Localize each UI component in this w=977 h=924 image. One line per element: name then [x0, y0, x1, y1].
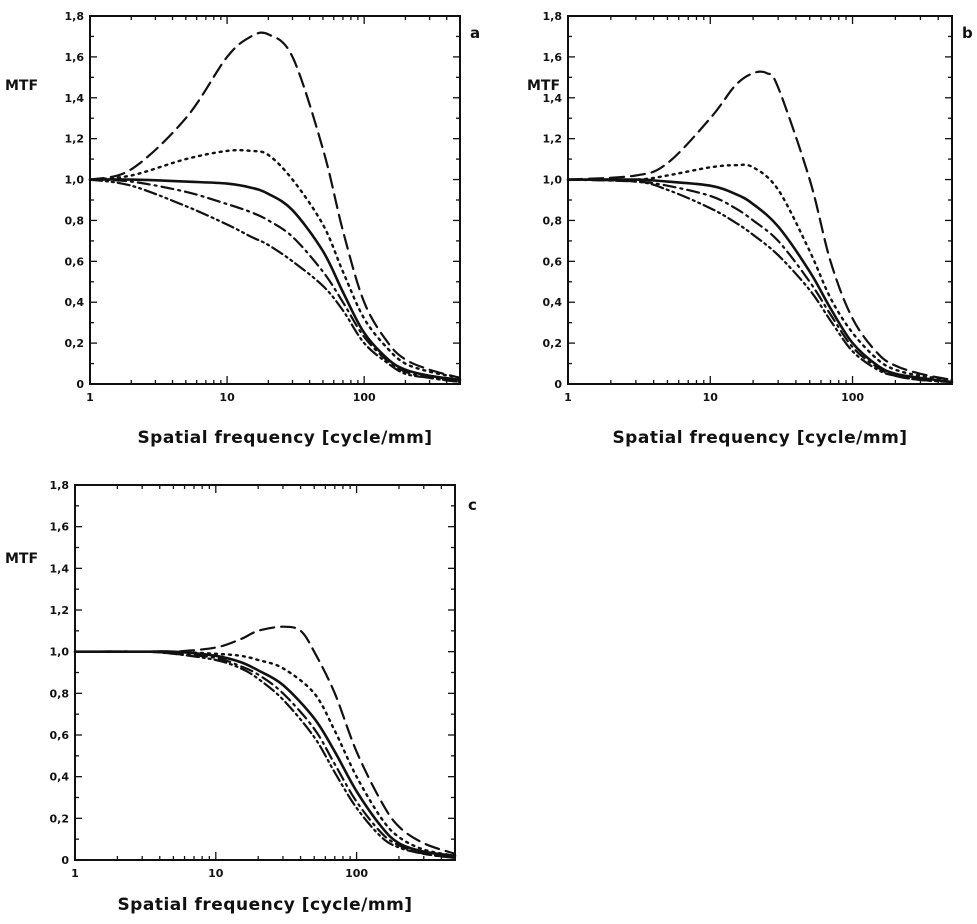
series-line-dash-dot: [88, 178, 462, 384]
x-tick-label: 1: [86, 391, 94, 404]
y-tick-label: 1,6: [543, 51, 563, 64]
series-line-dash-dot: [73, 650, 457, 859]
y-tick-label: 0,6: [65, 255, 85, 268]
chart-svg-a: 0 0,2 0,4 0,6 0,8 1,0 1,2 1,4 1,6 1,8 1 10 100 MTF Spa…: [5, 10, 480, 448]
y-tick-label: 0,8: [543, 214, 563, 227]
y-tick-label: 0,4: [543, 296, 563, 309]
y-axis-label: MTF: [527, 78, 560, 94]
y-tick-label: 0: [554, 378, 562, 391]
series-line-dash-dot-dot: [73, 650, 457, 859]
y-tick-label: 1,4: [50, 562, 70, 575]
y-axis-label: MTF: [5, 78, 38, 94]
y-tick-label: 0,4: [65, 296, 85, 309]
chart-panel-c: 0 0,2 0,4 0,6 0,8 1,0 1,2 1,4 1,6 1,8 1 10 100 MTF Spa…: [0, 470, 490, 920]
y-axis-label: MTF: [5, 551, 38, 567]
y-tick-label: 0,6: [50, 729, 70, 742]
x-tick-label: 100: [353, 391, 376, 404]
y-tick-label: 1,4: [65, 92, 85, 105]
x-tick-label: 10: [703, 391, 719, 404]
y-tick-label: 1,0: [65, 174, 85, 187]
series-line-solid: [566, 178, 954, 384]
y-tick-label: 0,2: [50, 812, 70, 825]
x-axis-label: Spatial frequency [cycle/mm]: [137, 428, 432, 448]
panel-label: b: [962, 24, 973, 42]
y-tick-label: 0: [76, 378, 84, 391]
y-tick-label: 1,8: [50, 479, 70, 492]
y-tick-label: 1,8: [65, 10, 85, 23]
y-tick-label: 1,4: [543, 92, 563, 105]
x-tick-label: 100: [345, 867, 368, 880]
x-axis-label: Spatial frequency [cycle/mm]: [117, 895, 412, 915]
y-tick-label: 1,0: [50, 646, 70, 659]
y-tick-label: 0,2: [543, 337, 563, 350]
series-line-dotted: [88, 148, 462, 380]
x-tick-label: 100: [841, 391, 864, 404]
y-tick-label: 1,0: [543, 174, 563, 187]
series-line-dash-dot-dot: [88, 178, 462, 384]
panel-label: c: [468, 496, 477, 514]
x-tick-label: 1: [564, 391, 572, 404]
x-axis-label: Spatial frequency [cycle/mm]: [612, 428, 907, 448]
y-tick-label: 1,8: [543, 10, 563, 23]
y-tick-label: 1,2: [50, 604, 70, 617]
y-tick-label: 1,6: [50, 521, 70, 534]
chart-svg-c: 0 0,2 0,4 0,6 0,8 1,0 1,2 1,4 1,6 1,8 1 10 100 MTF Spa…: [5, 479, 477, 915]
series-line-solid: [88, 178, 462, 382]
series-line-dash-dot-dot: [566, 178, 954, 384]
y-tick-label: 0,8: [50, 687, 70, 700]
series-line-dash-dot: [566, 178, 954, 384]
panel-label: a: [470, 24, 480, 42]
chart-svg-b: 0 0,2 0,4 0,6 0,8 1,0 1,2 1,4 1,6 1,8 1 10 100 MTF Spa…: [527, 10, 973, 448]
plot-frame: [89, 15, 461, 385]
y-tick-label: 0,8: [65, 214, 85, 227]
y-tick-label: 0,2: [65, 337, 85, 350]
y-tick-label: 0,4: [50, 771, 70, 784]
chart-panel-b: 0 0,2 0,4 0,6 0,8 1,0 1,2 1,4 1,6 1,8 1 10 100 MTF Spa…: [490, 0, 977, 455]
x-tick-label: 1: [71, 867, 79, 880]
y-tick-label: 0: [61, 854, 69, 867]
chart-panel-a: 0 0,2 0,4 0,6 0,8 1,0 1,2 1,4 1,6 1,8 1 10 100 MTF Spa…: [0, 0, 490, 455]
x-tick-label: 10: [208, 867, 224, 880]
series-line-solid: [73, 650, 457, 858]
series-line-dotted: [566, 163, 954, 382]
series-line-dashed: [88, 31, 462, 379]
x-tick-label: 10: [219, 391, 235, 404]
y-tick-label: 0,6: [543, 255, 563, 268]
y-tick-label: 1,2: [65, 133, 85, 146]
y-tick-label: 1,6: [65, 51, 85, 64]
y-tick-label: 1,2: [543, 133, 563, 146]
series-line-dashed: [566, 70, 954, 381]
